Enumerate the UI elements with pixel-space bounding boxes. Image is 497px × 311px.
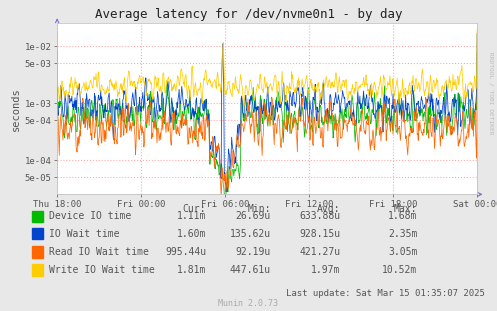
Text: Avg:: Avg: — [317, 204, 340, 214]
Text: 633.88u: 633.88u — [299, 211, 340, 221]
Text: Write IO Wait time: Write IO Wait time — [49, 265, 155, 275]
Text: 447.61u: 447.61u — [230, 265, 271, 275]
Text: RRDTOOL / TOBI OETIKER: RRDTOOL / TOBI OETIKER — [489, 52, 494, 135]
Text: 2.35m: 2.35m — [388, 229, 417, 239]
Text: 1.97m: 1.97m — [311, 265, 340, 275]
Text: 995.44u: 995.44u — [165, 247, 206, 257]
Text: Device IO time: Device IO time — [49, 211, 131, 221]
Text: IO Wait time: IO Wait time — [49, 229, 119, 239]
Text: 10.52m: 10.52m — [382, 265, 417, 275]
Text: Cur:: Cur: — [183, 204, 206, 214]
Text: 1.60m: 1.60m — [177, 229, 206, 239]
Y-axis label: seconds: seconds — [10, 87, 20, 131]
Text: 26.69u: 26.69u — [236, 211, 271, 221]
Text: Average latency for /dev/nvme0n1 - by day: Average latency for /dev/nvme0n1 - by da… — [95, 8, 402, 21]
Text: Min:: Min: — [248, 204, 271, 214]
Text: 1.81m: 1.81m — [177, 265, 206, 275]
Text: 135.62u: 135.62u — [230, 229, 271, 239]
Text: 1.11m: 1.11m — [177, 211, 206, 221]
Text: Read IO Wait time: Read IO Wait time — [49, 247, 149, 257]
Text: Last update: Sat Mar 15 01:35:07 2025: Last update: Sat Mar 15 01:35:07 2025 — [286, 290, 485, 298]
Text: 92.19u: 92.19u — [236, 247, 271, 257]
Text: 421.27u: 421.27u — [299, 247, 340, 257]
Text: 928.15u: 928.15u — [299, 229, 340, 239]
Text: Max:: Max: — [394, 204, 417, 214]
Text: 3.05m: 3.05m — [388, 247, 417, 257]
Text: 1.68m: 1.68m — [388, 211, 417, 221]
Text: Munin 2.0.73: Munin 2.0.73 — [219, 299, 278, 308]
